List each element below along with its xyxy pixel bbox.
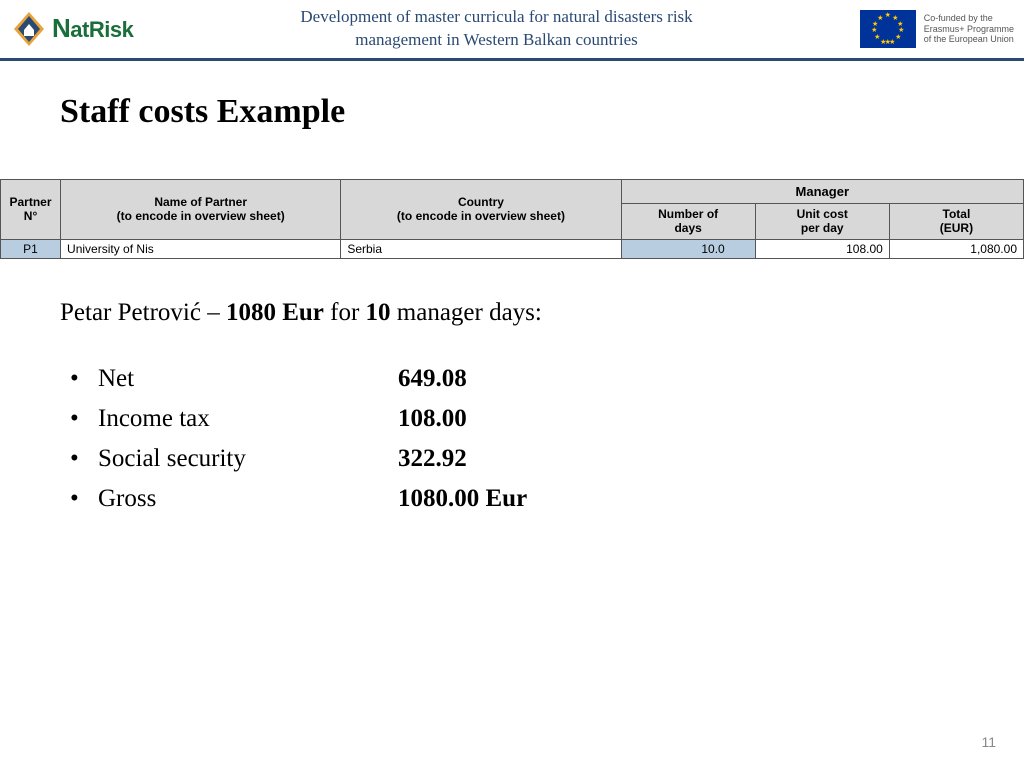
slide-title: Staff costs Example	[60, 93, 1024, 131]
cost-value: 108.00	[398, 405, 467, 433]
cost-label: Net	[98, 365, 398, 393]
table-header-row-1: PartnerN° Name of Partner(to encode in o…	[1, 179, 1024, 203]
cell-partner-no: P1	[1, 240, 61, 259]
list-item: Social security 322.92	[70, 445, 1024, 473]
list-item: Net 649.08	[70, 365, 1024, 393]
col-country: Country(to encode in overview sheet)	[341, 179, 621, 240]
natrisk-logo-icon	[10, 10, 48, 48]
cell-num-days: 10.0	[621, 240, 755, 259]
cell-unit-cost: 108.00	[755, 240, 889, 259]
col-num-days: Number ofdays	[621, 203, 755, 240]
col-unit-cost: Unit costper day	[755, 203, 889, 240]
table-row: P1 University of Nis Serbia 10.0 108.00 …	[1, 240, 1024, 259]
col-manager-group: Manager	[621, 179, 1023, 203]
cost-value: 1080.00 Eur	[398, 485, 527, 513]
eu-logo: ★ ★ ★ ★ ★ ★ ★ ★ ★ ★ ★ ★ Co-funded by the…	[860, 10, 1014, 48]
summary-days-unit: manager days:	[397, 299, 542, 326]
page-number: 11	[981, 734, 996, 750]
col-partner-no: PartnerN°	[1, 179, 61, 240]
col-partner-name: Name of Partner(to encode in overview sh…	[61, 179, 341, 240]
cost-value: 649.08	[398, 365, 467, 393]
natrisk-logo: NatRisk	[10, 10, 133, 48]
header-title: Development of master curricula for natu…	[133, 6, 859, 52]
cost-label: Gross	[98, 485, 398, 513]
cell-total: 1,080.00	[889, 240, 1023, 259]
cost-label: Income tax	[98, 405, 398, 433]
col-total: Total(EUR)	[889, 203, 1023, 240]
cell-partner-name: University of Nis	[61, 240, 341, 259]
eu-cofunded-text: Co-funded by the Erasmus+ Programme of t…	[924, 13, 1014, 45]
cost-breakdown-list: Net 649.08 Income tax 108.00 Social secu…	[70, 365, 1024, 513]
summary-person: Petar Petrović	[60, 299, 201, 326]
natrisk-logo-text: NatRisk	[52, 13, 133, 44]
summary-line: Petar Petrović – 1080 Eur for 10 manager…	[60, 299, 1024, 327]
header-title-line2: management in Western Balkan countries	[355, 30, 638, 49]
staff-cost-table: PartnerN° Name of Partner(to encode in o…	[0, 179, 1024, 260]
cost-label: Social security	[98, 445, 398, 473]
header-title-line1: Development of master curricula for natu…	[300, 7, 692, 26]
list-item: Income tax 108.00	[70, 405, 1024, 433]
summary-days: 10	[366, 299, 391, 326]
slide-header: NatRisk Development of master curricula …	[0, 0, 1024, 61]
eu-flag-icon: ★ ★ ★ ★ ★ ★ ★ ★ ★ ★ ★ ★	[860, 10, 916, 48]
summary-amount: 1080 Eur	[226, 299, 324, 326]
cost-value: 322.92	[398, 445, 467, 473]
cell-country: Serbia	[341, 240, 621, 259]
list-item: Gross 1080.00 Eur	[70, 485, 1024, 513]
